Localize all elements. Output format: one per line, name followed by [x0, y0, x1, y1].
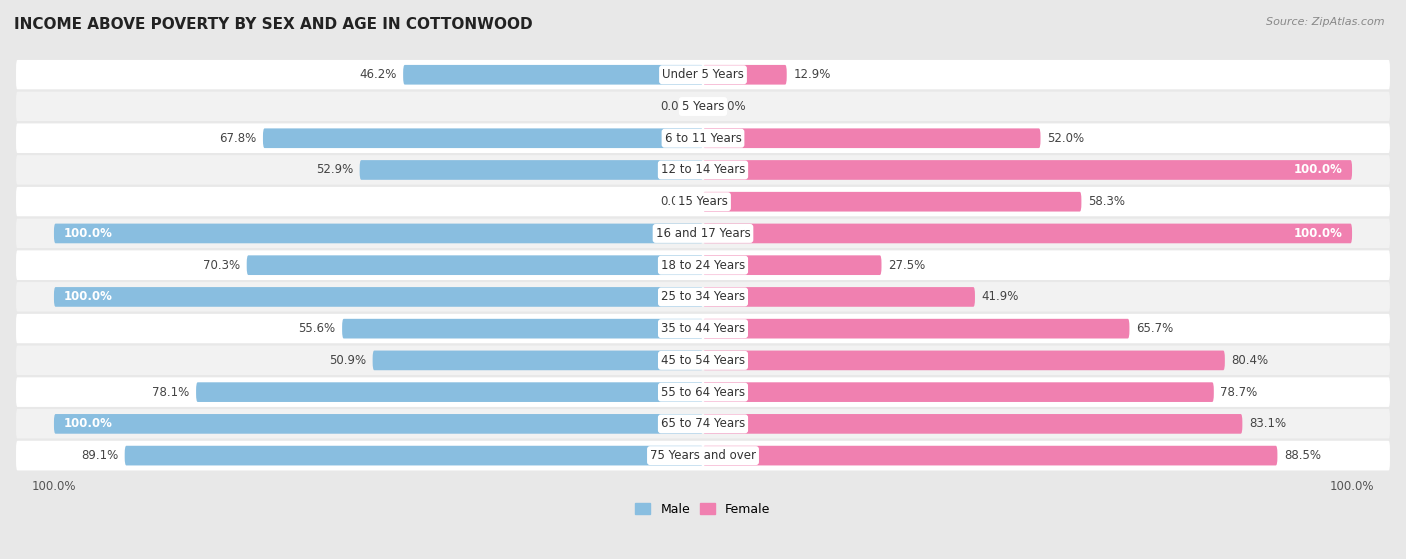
FancyBboxPatch shape — [15, 217, 1391, 249]
FancyBboxPatch shape — [125, 446, 703, 466]
FancyBboxPatch shape — [15, 408, 1391, 440]
Text: 18 to 24 Years: 18 to 24 Years — [661, 259, 745, 272]
Text: 50.9%: 50.9% — [329, 354, 366, 367]
Text: 52.0%: 52.0% — [1047, 132, 1084, 145]
Text: 65 to 74 Years: 65 to 74 Years — [661, 418, 745, 430]
Text: 100.0%: 100.0% — [63, 227, 112, 240]
Text: 88.5%: 88.5% — [1284, 449, 1320, 462]
FancyBboxPatch shape — [703, 160, 1353, 180]
Text: 46.2%: 46.2% — [360, 68, 396, 81]
FancyBboxPatch shape — [15, 186, 1391, 217]
Text: Under 5 Years: Under 5 Years — [662, 68, 744, 81]
FancyBboxPatch shape — [703, 129, 1040, 148]
FancyBboxPatch shape — [15, 313, 1391, 344]
FancyBboxPatch shape — [15, 440, 1391, 471]
FancyBboxPatch shape — [703, 224, 1353, 243]
Text: 0.0%: 0.0% — [661, 100, 690, 113]
FancyBboxPatch shape — [360, 160, 703, 180]
Text: 65.7%: 65.7% — [1136, 322, 1173, 335]
FancyBboxPatch shape — [15, 249, 1391, 281]
FancyBboxPatch shape — [15, 154, 1391, 186]
Text: 100.0%: 100.0% — [1294, 163, 1343, 177]
FancyBboxPatch shape — [15, 281, 1391, 313]
Text: 41.9%: 41.9% — [981, 291, 1019, 304]
Text: 55.6%: 55.6% — [298, 322, 336, 335]
FancyBboxPatch shape — [15, 59, 1391, 91]
Text: 100.0%: 100.0% — [63, 291, 112, 304]
Text: 78.7%: 78.7% — [1220, 386, 1257, 399]
Legend: Male, Female: Male, Female — [630, 498, 776, 520]
FancyBboxPatch shape — [246, 255, 703, 275]
Text: 70.3%: 70.3% — [202, 259, 240, 272]
FancyBboxPatch shape — [15, 376, 1391, 408]
FancyBboxPatch shape — [15, 344, 1391, 376]
Text: 55 to 64 Years: 55 to 64 Years — [661, 386, 745, 399]
Text: 12.9%: 12.9% — [793, 68, 831, 81]
Text: 12 to 14 Years: 12 to 14 Years — [661, 163, 745, 177]
Text: 83.1%: 83.1% — [1249, 418, 1286, 430]
FancyBboxPatch shape — [703, 350, 1225, 370]
Text: 67.8%: 67.8% — [219, 132, 256, 145]
FancyBboxPatch shape — [15, 122, 1391, 154]
FancyBboxPatch shape — [263, 129, 703, 148]
FancyBboxPatch shape — [703, 287, 974, 307]
FancyBboxPatch shape — [703, 414, 1243, 434]
Text: 25 to 34 Years: 25 to 34 Years — [661, 291, 745, 304]
FancyBboxPatch shape — [703, 319, 1129, 339]
Text: 58.3%: 58.3% — [1088, 195, 1125, 208]
Text: 0.0%: 0.0% — [661, 195, 690, 208]
FancyBboxPatch shape — [53, 224, 703, 243]
Text: 0.0%: 0.0% — [716, 100, 745, 113]
FancyBboxPatch shape — [703, 255, 882, 275]
Text: INCOME ABOVE POVERTY BY SEX AND AGE IN COTTONWOOD: INCOME ABOVE POVERTY BY SEX AND AGE IN C… — [14, 17, 533, 32]
Text: 35 to 44 Years: 35 to 44 Years — [661, 322, 745, 335]
Text: 80.4%: 80.4% — [1232, 354, 1268, 367]
FancyBboxPatch shape — [53, 414, 703, 434]
Text: 75 Years and over: 75 Years and over — [650, 449, 756, 462]
Text: 15 Years: 15 Years — [678, 195, 728, 208]
FancyBboxPatch shape — [703, 65, 787, 84]
Text: 52.9%: 52.9% — [316, 163, 353, 177]
FancyBboxPatch shape — [703, 192, 1081, 211]
Text: 16 and 17 Years: 16 and 17 Years — [655, 227, 751, 240]
FancyBboxPatch shape — [195, 382, 703, 402]
Text: 45 to 54 Years: 45 to 54 Years — [661, 354, 745, 367]
FancyBboxPatch shape — [404, 65, 703, 84]
Text: 100.0%: 100.0% — [63, 418, 112, 430]
Text: 27.5%: 27.5% — [889, 259, 925, 272]
FancyBboxPatch shape — [373, 350, 703, 370]
FancyBboxPatch shape — [15, 91, 1391, 122]
Text: 78.1%: 78.1% — [152, 386, 190, 399]
Text: Source: ZipAtlas.com: Source: ZipAtlas.com — [1267, 17, 1385, 27]
Text: 89.1%: 89.1% — [82, 449, 118, 462]
FancyBboxPatch shape — [342, 319, 703, 339]
FancyBboxPatch shape — [53, 287, 703, 307]
Text: 5 Years: 5 Years — [682, 100, 724, 113]
Text: 6 to 11 Years: 6 to 11 Years — [665, 132, 741, 145]
FancyBboxPatch shape — [703, 382, 1213, 402]
Text: 100.0%: 100.0% — [1294, 227, 1343, 240]
FancyBboxPatch shape — [703, 446, 1278, 466]
